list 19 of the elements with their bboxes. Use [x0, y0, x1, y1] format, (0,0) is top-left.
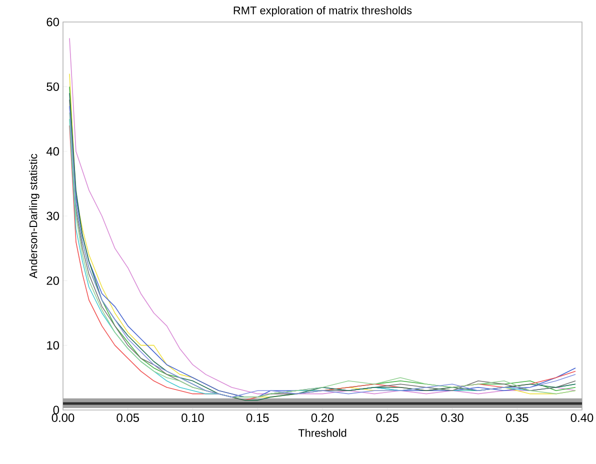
x-tick-label: 0.05	[116, 414, 139, 422]
x-tick-label: 0.00	[52, 414, 74, 422]
y-tick-label: 20	[46, 276, 60, 285]
y-tick-label: 0	[53, 406, 60, 414]
x-tick-label: 0.15	[246, 414, 269, 422]
y-axis-title: Anderson-Darling statistic	[29, 154, 40, 278]
y-tick-label: 10	[47, 341, 60, 350]
x-tick-label: 0.40	[570, 414, 594, 422]
x-tick-label: 0.20	[311, 414, 334, 422]
x-tick-label: 0.30	[441, 414, 464, 422]
y-tick-label: 30	[46, 212, 60, 220]
x-tick-label: 0.10	[182, 414, 204, 422]
y-tick-label: 40	[46, 147, 60, 156]
x-tick-label: 0.25	[376, 414, 398, 422]
y-tick-label: 60	[46, 18, 60, 26]
chart-title: RMT exploration of matrix thresholds	[234, 6, 412, 16]
x-tick-label: 0.35	[506, 414, 528, 422]
y-tick-label: 50	[46, 82, 60, 91]
x-axis-title: Threshold	[298, 428, 346, 437]
